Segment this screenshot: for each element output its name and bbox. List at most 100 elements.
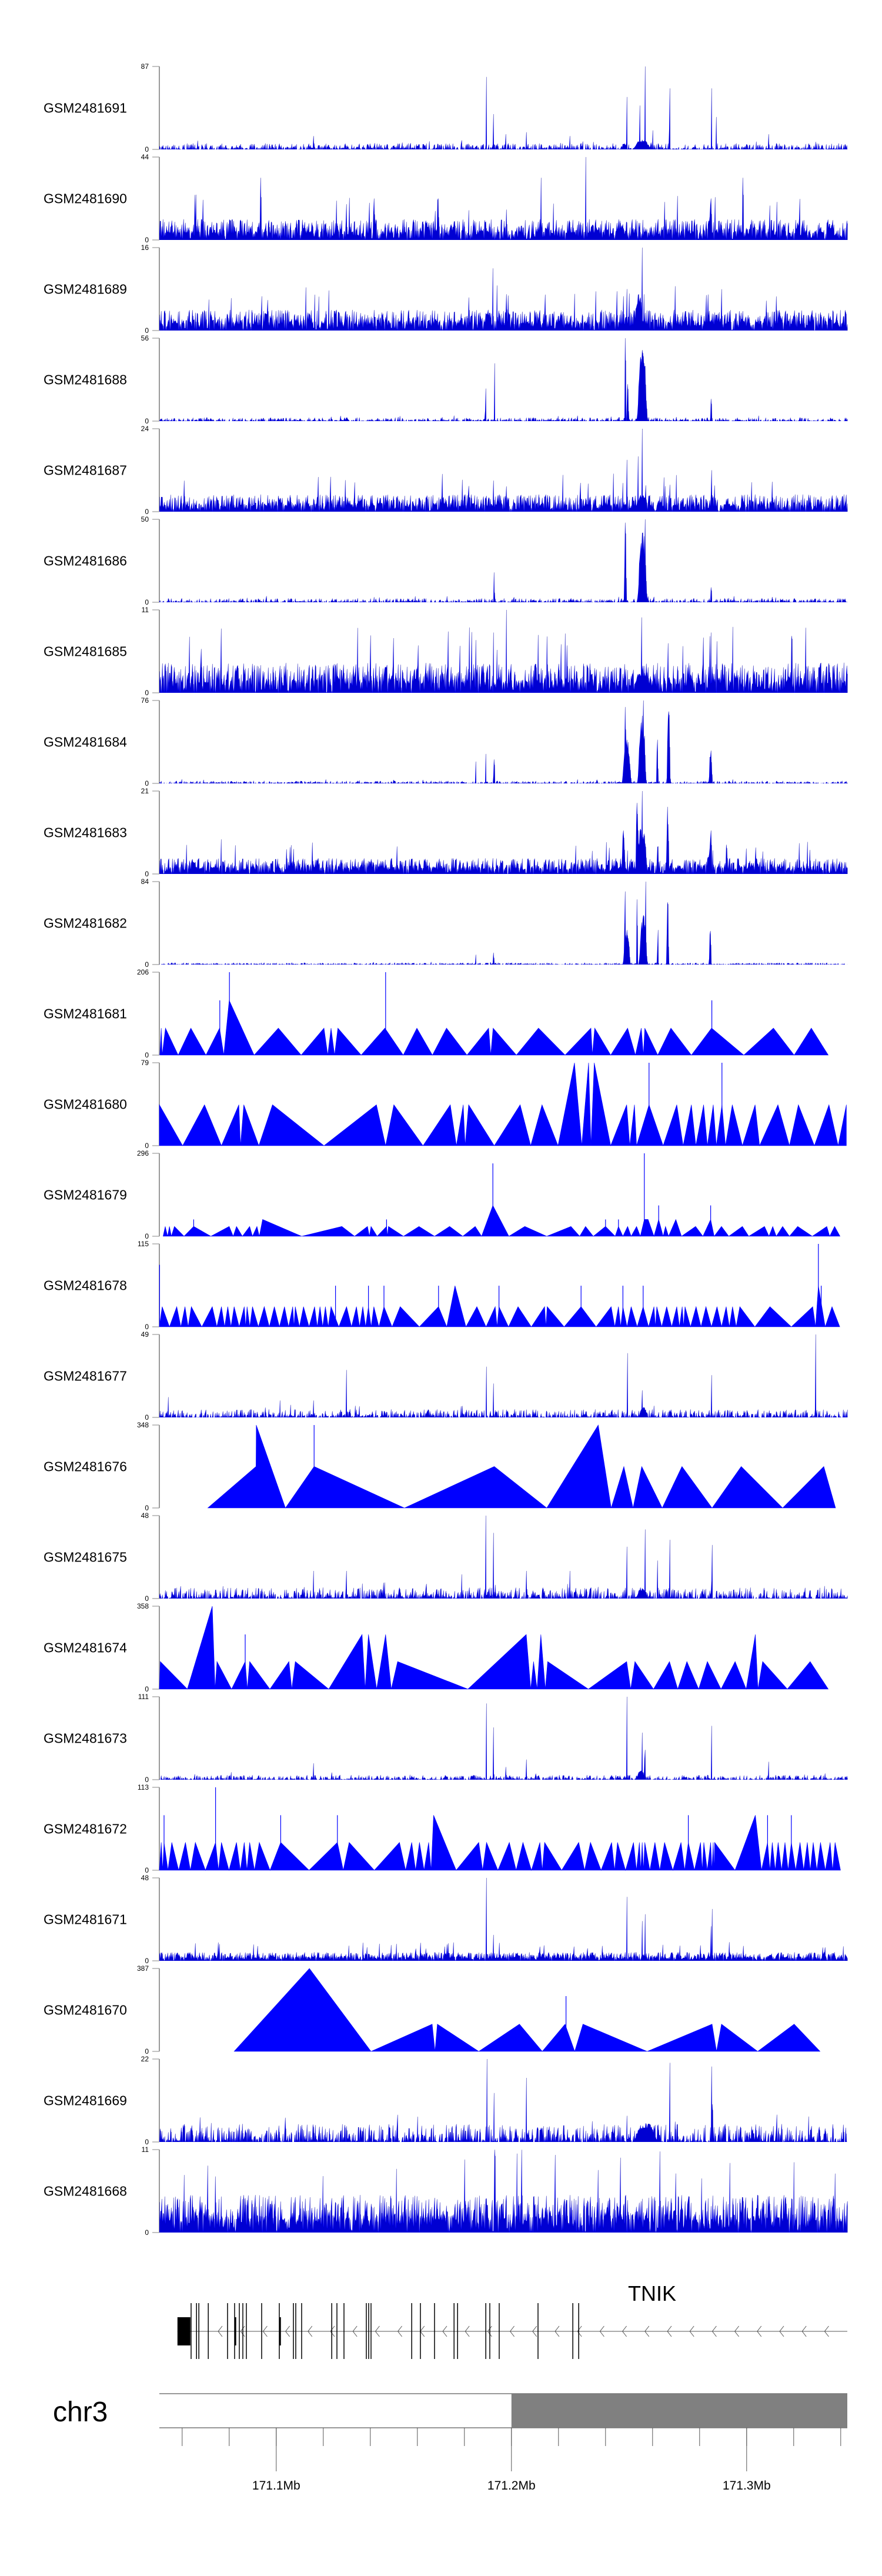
track-gsm2481682: GSM2481682 84 0 — [44, 877, 848, 969]
signal-bars — [159, 1697, 848, 1780]
gene-exon — [370, 2303, 372, 2359]
track-gsm2481686: GSM2481686 50 0 — [44, 515, 848, 606]
signal-area — [159, 700, 847, 783]
y-axis-max-label: 11 — [142, 606, 149, 614]
signal-area — [159, 610, 847, 693]
track-gsm2481680: GSM2481680 79 0 — [44, 1059, 847, 1150]
track-name: GSM2481680 — [44, 1097, 127, 1112]
gene-exon — [242, 2303, 243, 2359]
track-name: GSM2481673 — [44, 1731, 127, 1746]
track-name: GSM2481672 — [44, 1821, 127, 1837]
strand-arrow-icon — [465, 2325, 470, 2337]
track-gsm2481685: GSM2481685 11 0 — [44, 606, 848, 697]
gene-exon — [366, 2303, 367, 2359]
axis-tick-label: 171.2Mb — [487, 2479, 536, 2492]
signal-bars — [159, 66, 848, 149]
gene-exon — [572, 2303, 573, 2359]
signal-area — [159, 66, 847, 149]
signal-area — [159, 248, 847, 331]
y-axis-min-label: 0 — [145, 960, 149, 969]
signal-bars — [159, 429, 848, 512]
strand-arrow-icon — [262, 2325, 268, 2337]
y-axis-max-label: 21 — [141, 787, 149, 795]
gene-exon — [368, 2303, 369, 2359]
y-axis-min-label: 0 — [145, 326, 149, 335]
strand-arrow-icon — [285, 2325, 290, 2337]
track-name: GSM2481681 — [44, 1006, 127, 1022]
track-gsm2481690: GSM2481690 44 0 — [44, 153, 848, 244]
gene-exon — [499, 2303, 500, 2359]
y-axis-max-label: 50 — [141, 515, 149, 523]
track-name: GSM2481671 — [44, 1912, 127, 1927]
strand-arrow-icon — [711, 2325, 717, 2337]
strand-arrow-icon — [509, 2325, 514, 2337]
strand-arrow-icon — [667, 2325, 672, 2337]
y-axis-max-label: 22 — [141, 2055, 149, 2063]
signal-area — [159, 2150, 847, 2233]
gene-exon — [453, 2303, 455, 2359]
y-axis-min-label: 0 — [145, 2047, 149, 2056]
strand-arrow-icon — [352, 2325, 358, 2337]
gene-label: TNIK — [628, 2281, 676, 2305]
signal-area — [159, 791, 847, 874]
track-gsm2481688: GSM2481688 56 0 — [44, 334, 848, 425]
signal-area — [159, 1815, 841, 1871]
strand-arrow-icon — [757, 2325, 762, 2337]
chromosome-axis: chr3 171.1Mb 171.2Mb 171.3Mb — [53, 2393, 847, 2492]
y-axis-min-label: 0 — [145, 1866, 149, 1874]
track-gsm2481669: GSM2481669 22 0 — [44, 2055, 847, 2146]
gene-utr-block — [177, 2317, 191, 2345]
strand-arrow-icon — [644, 2325, 650, 2337]
track-name: GSM2481677 — [44, 1369, 127, 1384]
gene-exon — [336, 2303, 338, 2359]
signal-bars — [159, 1516, 848, 1599]
signal-bars — [159, 791, 848, 874]
gene-exon-thick — [234, 2317, 236, 2345]
y-axis-min-label: 0 — [145, 1323, 149, 1331]
track-gsm2481673: GSM2481673 111 0 — [44, 1693, 848, 1784]
signal-bars — [159, 610, 848, 693]
track-gsm2481671: GSM2481671 48 0 — [44, 1874, 848, 1965]
y-axis-max-label: 44 — [141, 153, 149, 161]
y-axis-max-label: 348 — [137, 1421, 149, 1429]
track-gsm2481679: GSM2481679 296 0 — [44, 1149, 841, 1240]
signal-area — [163, 1204, 841, 1237]
y-axis-min-label: 0 — [145, 1232, 149, 1240]
strand-arrow-icon — [824, 2325, 829, 2337]
y-axis-max-label: 16 — [141, 243, 149, 252]
y-axis-max-label: 296 — [137, 1149, 149, 1157]
gene-exon — [208, 2303, 209, 2359]
gene-exon — [295, 2303, 296, 2359]
y-axis-min-label: 0 — [145, 1685, 149, 1693]
track-name: GSM2481669 — [44, 2093, 127, 2108]
strand-arrow-icon — [487, 2325, 492, 2337]
signal-area — [159, 999, 829, 1056]
track-gsm2481678: GSM2481678 115 0 — [44, 1240, 840, 1331]
axis-tick-label: 171.3Mb — [723, 2479, 771, 2492]
y-axis-min-label: 0 — [145, 508, 149, 516]
chromosome-label: chr3 — [53, 2397, 108, 2428]
track-gsm2481674: GSM2481674 358 0 — [44, 1602, 829, 1693]
track-name: GSM2481687 — [44, 463, 127, 478]
signal-area — [233, 1968, 821, 2052]
track-gsm2481691: GSM2481691 87 0 — [44, 62, 848, 154]
track-name: GSM2481686 — [44, 553, 127, 569]
strand-arrow-icon — [622, 2325, 627, 2337]
gene-exon — [246, 2303, 247, 2359]
strand-arrow-icon — [577, 2325, 582, 2337]
gene-exon — [227, 2303, 228, 2359]
signal-area — [159, 1286, 840, 1328]
gene-exon — [457, 2303, 458, 2359]
y-axis-max-label: 11 — [142, 2145, 149, 2154]
gene-exon — [420, 2303, 421, 2359]
y-axis-max-label: 111 — [138, 1693, 149, 1701]
y-axis-min-label: 0 — [145, 145, 149, 154]
gene-exon — [191, 2303, 192, 2359]
track-name: GSM2481674 — [44, 1640, 127, 1656]
signal-bars — [159, 338, 848, 421]
strand-arrow-icon — [734, 2325, 739, 2337]
y-axis-max-label: 84 — [141, 877, 149, 886]
track-gsm2481676: GSM2481676 348 0 — [44, 1421, 836, 1512]
track-name: GSM2481684 — [44, 735, 127, 750]
